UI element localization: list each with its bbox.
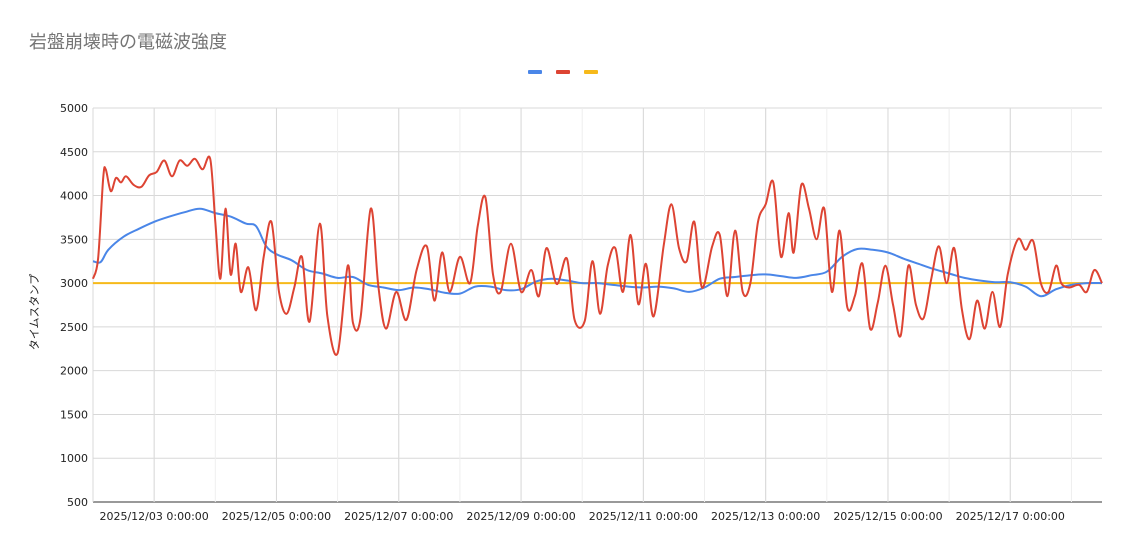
y-tick-label: 3000 (60, 277, 88, 290)
x-tick-label: 2025/12/09 0:00:00 (466, 510, 575, 523)
chart-title: 岩盤崩壊時の電磁波強度 (29, 32, 227, 53)
x-tick-label: 2025/12/13 0:00:00 (711, 510, 820, 523)
series-layer (92, 155, 1103, 356)
y-tick-label: 2000 (60, 365, 88, 378)
x-tick-label: 2025/12/15 0:00:00 (833, 510, 942, 523)
x-tick-label: 2025/12/05 0:00:00 (222, 510, 331, 523)
y-tick-label: 2500 (60, 321, 88, 334)
legend-swatch-red (556, 70, 570, 74)
x-tick-label: 2025/12/11 0:00:00 (589, 510, 698, 523)
y-tick-label: 1000 (60, 452, 88, 465)
y-tick-label: 1500 (60, 408, 88, 421)
y-tick-label: 3500 (60, 233, 88, 246)
legend (528, 70, 598, 74)
legend-item (556, 70, 570, 74)
series-blue-line (92, 207, 1103, 298)
x-tick-label: 2025/12/07 0:00:00 (344, 510, 453, 523)
y-tick-label: 4000 (60, 190, 88, 203)
legend-swatch-blue (528, 70, 542, 74)
tick-layer: 500 1000 1500 2000 2500 3000 3500 4000 4500 5000 2… (60, 102, 1065, 523)
y-tick-label: 4500 (60, 146, 88, 159)
y-tick-label: 500 (67, 496, 88, 509)
legend-item (584, 70, 598, 74)
legend-swatch-yellow (584, 70, 598, 74)
y-tick-label: 5000 (60, 102, 88, 115)
y-axis-label: タイムスタンプ (28, 274, 41, 350)
x-tick-label: 2025/12/17 0:00:00 (956, 510, 1065, 523)
series-red-line (92, 155, 1103, 356)
x-tick-label: 2025/12/03 0:00:00 (99, 510, 208, 523)
legend-item (528, 70, 542, 74)
